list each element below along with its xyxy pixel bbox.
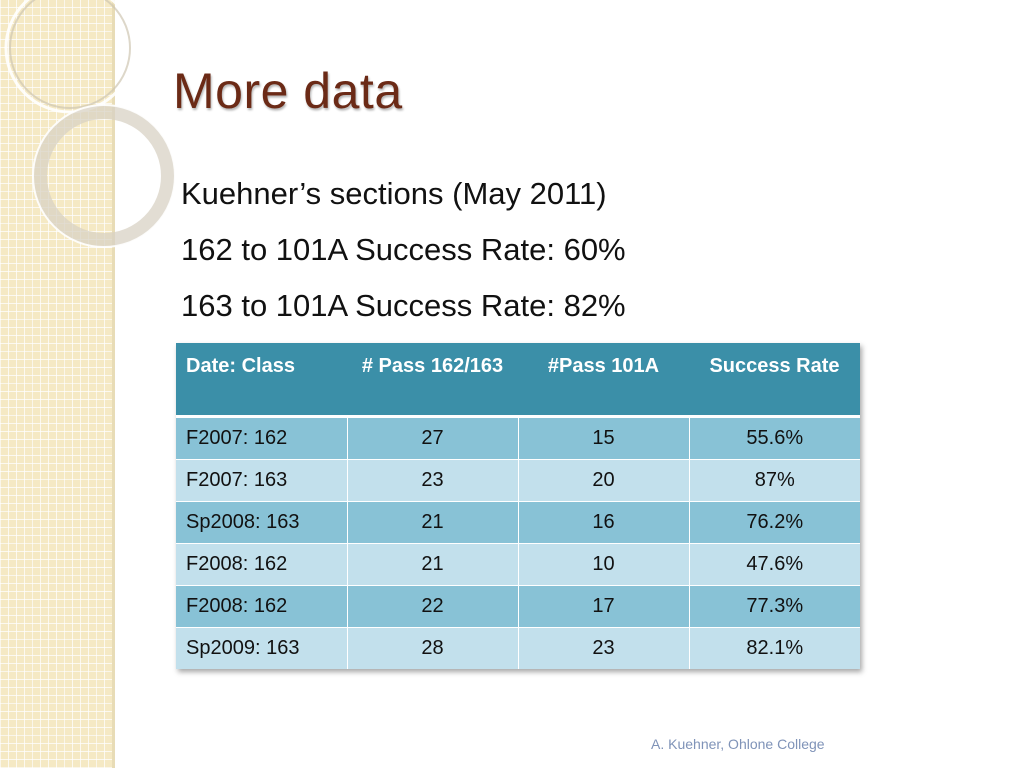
header-date-class: Date: Class [176,343,347,418]
cell-success-rate: 82.1% [689,627,860,669]
footer-credit: A. Kuehner, Ohlone College [651,736,825,752]
text-line-163-rate: 163 to 101A Success Rate: 82% [181,288,626,323]
cell-pass-162-163: 21 [347,543,519,586]
cell-pass-101a: 16 [518,501,690,544]
cell-success-rate: 47.6% [689,543,860,586]
cell-success-rate: 55.6% [689,416,860,460]
sidebar-edge [112,0,115,768]
header-pass-101a: #Pass 101A [518,343,689,418]
cell-pass-101a: 20 [518,459,690,502]
cell-date-class: Sp2008: 163 [176,501,348,544]
cell-date-class: F2008: 162 [176,585,348,628]
data-table: Date: Class # Pass 162/163 #Pass 101A Su… [176,343,860,669]
header-row: Date: Class # Pass 162/163 #Pass 101A Su… [176,343,860,418]
cell-pass-101a: 15 [518,416,690,460]
cell-date-class: Sp2009: 163 [176,627,348,669]
cell-success-rate: 87% [689,459,860,502]
cell-pass-162-163: 23 [347,459,519,502]
cell-pass-101a: 23 [518,627,690,669]
cell-pass-162-163: 28 [347,627,519,669]
table-row: F2007: 162 27 15 55.6% [176,416,860,460]
table-row: F2008: 162 22 17 77.3% [176,585,860,628]
decorative-rings [4,0,176,248]
cell-date-class: F2008: 162 [176,543,348,586]
cell-pass-101a: 10 [518,543,690,586]
header-pass-162-163: # Pass 162/163 [347,343,518,418]
header-success-rate: Success Rate [689,343,860,418]
cell-success-rate: 77.3% [689,585,860,628]
cell-date-class: F2007: 162 [176,416,348,460]
slide-title: More data [173,63,403,119]
cell-pass-162-163: 27 [347,416,519,460]
body-text: Kuehner’s sections (May 2011) 162 to 101… [181,168,626,336]
cell-success-rate: 76.2% [689,501,860,544]
cell-pass-101a: 17 [518,585,690,628]
table-row: Sp2009: 163 28 23 82.1% [176,627,860,669]
cell-date-class: F2007: 163 [176,459,348,502]
cell-pass-162-163: 22 [347,585,519,628]
text-line-sections: Kuehner’s sections (May 2011) [181,176,607,211]
text-line-162-rate: 162 to 101A Success Rate: 60% [181,232,626,267]
table-row: F2007: 163 23 20 87% [176,459,860,502]
table-row: Sp2008: 163 21 16 76.2% [176,501,860,544]
table-row: F2008: 162 21 10 47.6% [176,543,860,586]
cell-pass-162-163: 21 [347,501,519,544]
